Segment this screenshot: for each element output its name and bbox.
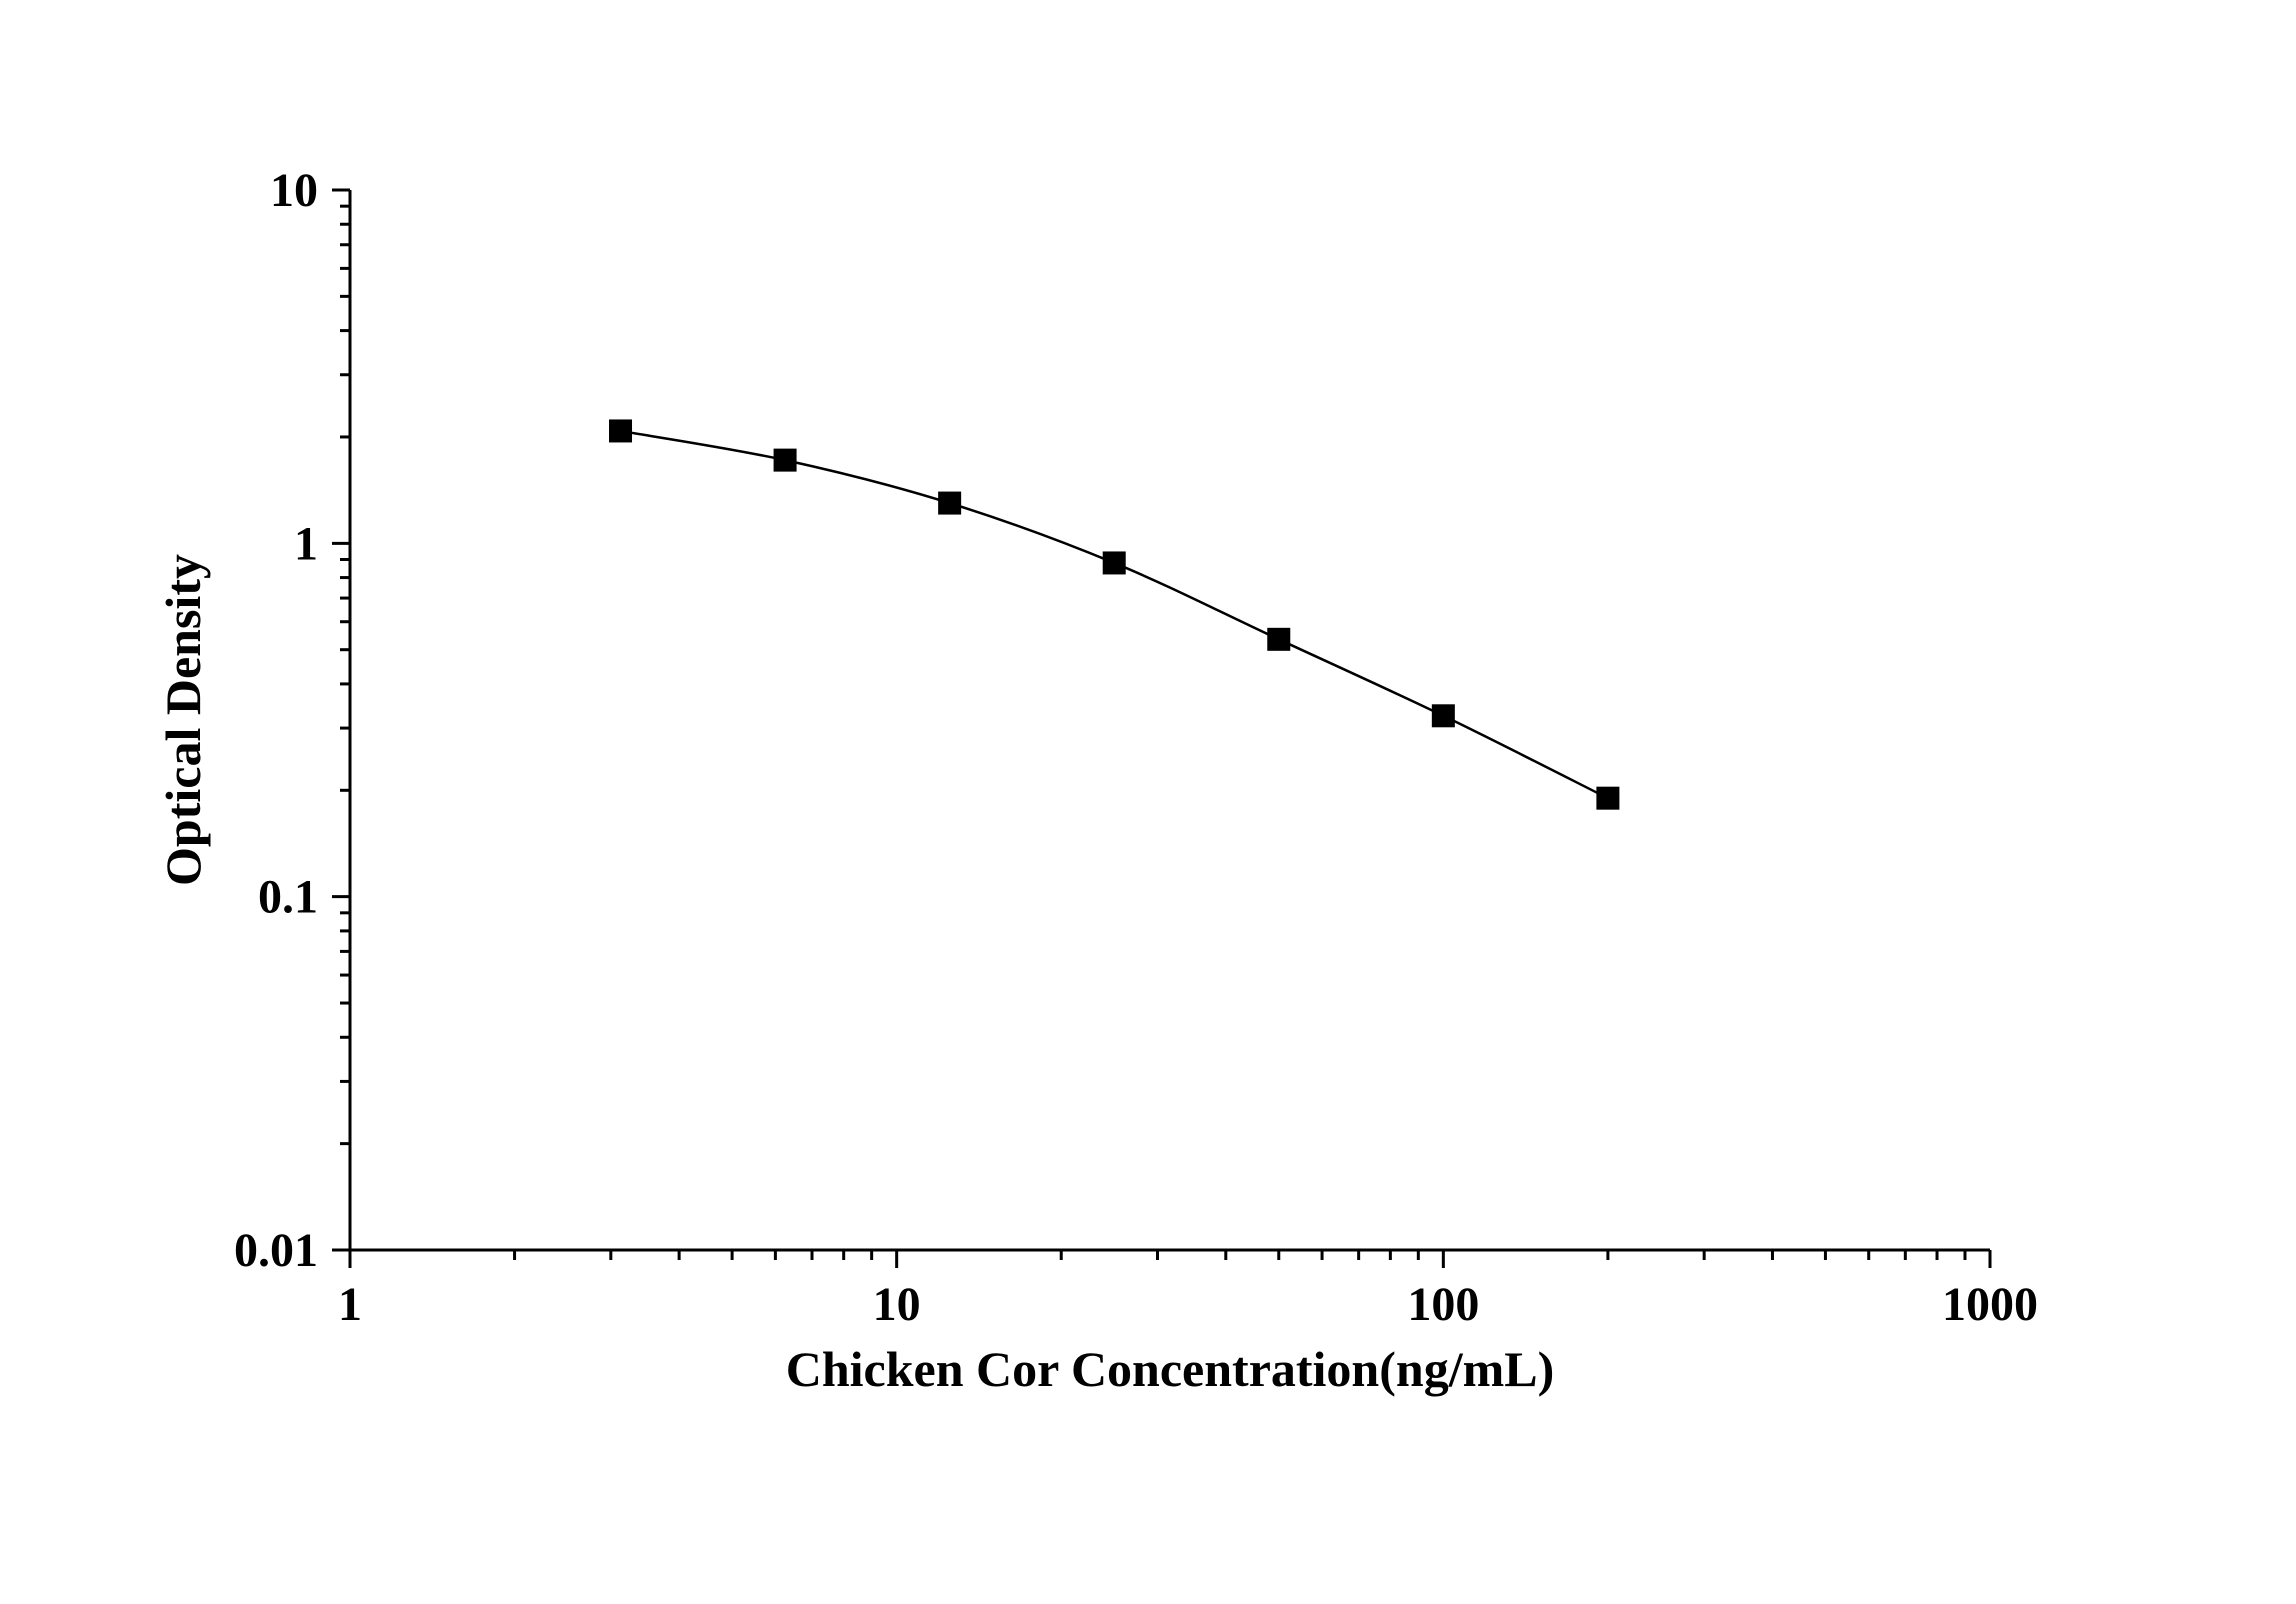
data-marker	[774, 449, 796, 471]
chart-container: 1 10 100 1000 0.01 0.1 1 10 Chicken Cor Concentr…	[0, 0, 2296, 1604]
y-axis-label: Optical Density	[155, 554, 211, 886]
data-marker	[1268, 628, 1290, 650]
data-marker	[610, 420, 632, 442]
y-tick-label: 10	[270, 164, 318, 217]
data-marker	[1103, 552, 1125, 574]
chart-svg: 1 10 100 1000 0.01 0.1 1 10 Chicken Cor Concentr…	[0, 0, 2296, 1604]
x-tick-label: 1	[338, 1278, 362, 1331]
data-marker	[1597, 787, 1619, 809]
x-tick-label: 10	[873, 1278, 921, 1331]
y-tick-label: 1	[294, 517, 318, 570]
y-tick-label: 0.1	[258, 871, 318, 924]
data-marker	[1432, 705, 1454, 727]
data-marker	[939, 492, 961, 514]
x-axis-label: Chicken Cor Concentration(ng/mL)	[786, 1341, 1555, 1397]
x-tick-label: 100	[1407, 1278, 1479, 1331]
y-tick-label: 0.01	[234, 1224, 318, 1277]
x-tick-label: 1000	[1942, 1278, 2038, 1331]
